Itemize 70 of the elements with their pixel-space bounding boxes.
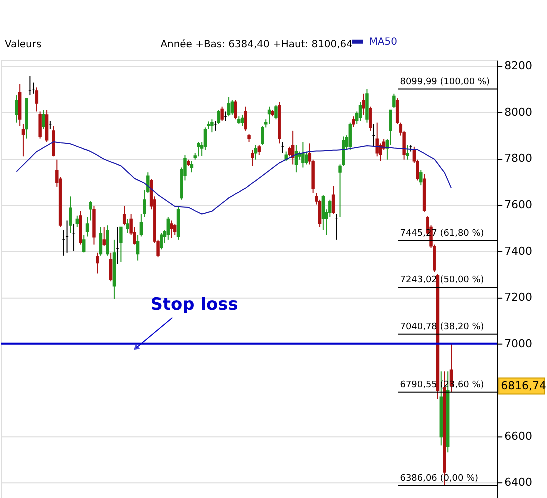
candlestick <box>106 225 110 256</box>
ref-line-label: 8099,99 (100,00 %) <box>400 77 490 88</box>
candlestick <box>210 119 214 134</box>
candlestick <box>35 87 39 112</box>
candlestick <box>376 122 379 158</box>
legend-label: MA50 <box>369 36 398 48</box>
candlestick <box>362 93 366 116</box>
candlestick <box>38 111 42 140</box>
candlestick <box>42 110 46 130</box>
candlestick <box>392 93 396 109</box>
candlestick <box>244 106 248 132</box>
candlestick <box>268 106 272 125</box>
candlestick <box>227 96 231 118</box>
y-tick-label: 7200 <box>504 291 533 304</box>
candlestick <box>190 160 194 174</box>
candlestick <box>15 95 18 124</box>
candlestick <box>197 142 200 158</box>
candlestick <box>358 102 362 122</box>
candlestick <box>240 114 244 127</box>
candlestick <box>261 126 264 146</box>
candlestick <box>69 196 72 234</box>
text: Valeurs <box>4 39 42 50</box>
candlestick <box>251 150 254 167</box>
y-tick-label: 8000 <box>504 106 533 119</box>
candlestick <box>174 223 177 236</box>
y-tick-label: 7400 <box>504 244 533 258</box>
candlestick <box>120 226 123 263</box>
candlestick <box>258 144 261 156</box>
candlestick <box>348 122 352 151</box>
candlestick <box>304 151 308 166</box>
candlestick <box>322 194 326 231</box>
candlestick <box>302 142 305 168</box>
y-tick-label: 7800 <box>504 152 533 166</box>
candlestick <box>420 170 423 186</box>
candlestick <box>96 252 100 274</box>
candlestick <box>109 252 113 282</box>
candlestick <box>284 151 288 162</box>
candlestick <box>86 217 90 238</box>
candlestick <box>160 232 164 250</box>
candlestick <box>254 144 258 160</box>
candlestick <box>122 206 126 226</box>
candlestick <box>288 146 292 158</box>
candlestick <box>166 217 170 240</box>
y-tick-label: 6400 <box>504 476 533 490</box>
y-tick-label: 8200 <box>504 60 533 73</box>
candlestick <box>170 220 174 239</box>
y-tick-label: 7000 <box>504 337 533 350</box>
candlestick <box>406 144 410 160</box>
candlestick <box>274 104 278 120</box>
candlestick <box>76 215 79 228</box>
candlestick <box>220 106 224 122</box>
candlestick <box>22 124 26 158</box>
candlestick <box>217 110 221 125</box>
candlestick <box>82 234 86 254</box>
candlestick <box>126 218 130 234</box>
candlestick <box>369 106 372 132</box>
candlestick <box>72 223 76 252</box>
candlestick <box>234 100 238 120</box>
ref-line-label: 7243,02 (50,00 %) <box>400 276 484 286</box>
y-tick-label: 7600 <box>504 198 533 212</box>
y-tick-label: 6600 <box>504 430 533 443</box>
candlestick <box>99 226 103 256</box>
candlestick <box>389 110 392 146</box>
candlestick <box>332 186 336 215</box>
text: Année +Bas: 6384,40 +Haut: 8100,64 <box>160 39 353 50</box>
candlestick <box>352 116 356 128</box>
candlestick <box>230 100 234 116</box>
ref-line-label: Stop loss <box>150 294 238 314</box>
candlestick <box>102 226 106 247</box>
candlestick <box>89 201 92 222</box>
